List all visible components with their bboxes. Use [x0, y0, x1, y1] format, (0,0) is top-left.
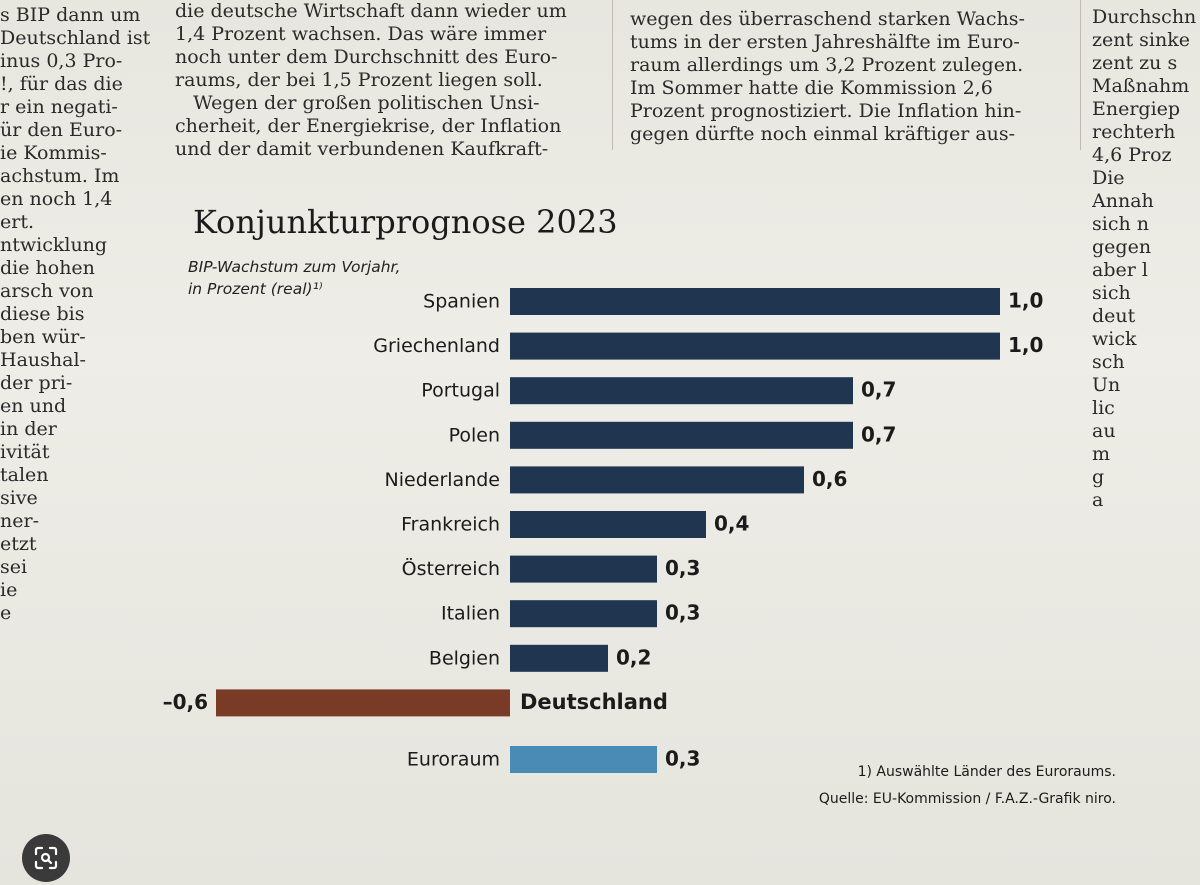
- bar-portugal: [510, 377, 853, 405]
- category-label: Belgien: [429, 647, 500, 669]
- bar-italien: [510, 600, 657, 628]
- bar-euroraum: [510, 746, 657, 773]
- value-label: 0,3: [665, 556, 700, 580]
- article-column-far-right: Durchschn zent sinke zent zu s Maßnahm E…: [1092, 6, 1197, 511]
- value-label: 0,7: [861, 378, 896, 402]
- category-label: Polen: [449, 424, 500, 446]
- article-column-right: wegen des überraschend starken Wachs- tu…: [630, 8, 1025, 145]
- value-label: 0,6: [812, 467, 847, 491]
- bar-belgien: [510, 644, 608, 672]
- bar-polen: [510, 421, 853, 449]
- category-label: Portugal: [421, 380, 500, 402]
- chart-subtitle: BIP-Wachstum zum Vorjahr, in Prozent (re…: [188, 258, 401, 298]
- value-label: 0,7: [861, 422, 896, 446]
- category-label: Italien: [441, 603, 500, 625]
- value-label: –0,6: [163, 690, 208, 714]
- value-label: 1,0: [1008, 333, 1043, 357]
- column-divider: [1080, 0, 1081, 150]
- chart-source: Quelle: EU-Kommission / F.A.Z.-Grafik ni…: [818, 791, 1116, 807]
- column-divider: [612, 0, 613, 150]
- bar-spanien: [510, 288, 1000, 315]
- lens-search-icon: [34, 846, 58, 870]
- article-column-left: s BIP dann um Deutschland ist inus 0,3 P…: [0, 4, 150, 624]
- bar-niederlande: [510, 466, 804, 494]
- value-label: 0,3: [665, 601, 700, 625]
- category-label: Frankreich: [401, 514, 500, 536]
- bar-österreich: [510, 555, 657, 583]
- value-label: 0,4: [714, 512, 749, 536]
- bar-griechenland: [510, 332, 1000, 360]
- bar-frankreich: [510, 511, 706, 538]
- category-label: Deutschland: [520, 690, 668, 714]
- value-label: 0,3: [665, 747, 700, 771]
- article-column-middle: die deutsche Wirtschaft dann wieder um 1…: [175, 0, 567, 160]
- lens-search-button[interactable]: [22, 834, 70, 882]
- value-label: 1,0: [1008, 289, 1043, 313]
- category-label: Niederlande: [385, 469, 500, 491]
- category-label: Spanien: [423, 291, 500, 313]
- category-label: Euroraum: [407, 749, 500, 771]
- bar-deutschland: [216, 689, 510, 717]
- category-label: Griechenland: [373, 335, 500, 357]
- category-label: Österreich: [402, 557, 500, 580]
- value-label: 0,2: [616, 645, 651, 669]
- chart-footnote: 1) Auswählte Länder des Euroraums.: [857, 764, 1116, 780]
- chart-title: Konjunkturprognose 2023: [193, 203, 618, 241]
